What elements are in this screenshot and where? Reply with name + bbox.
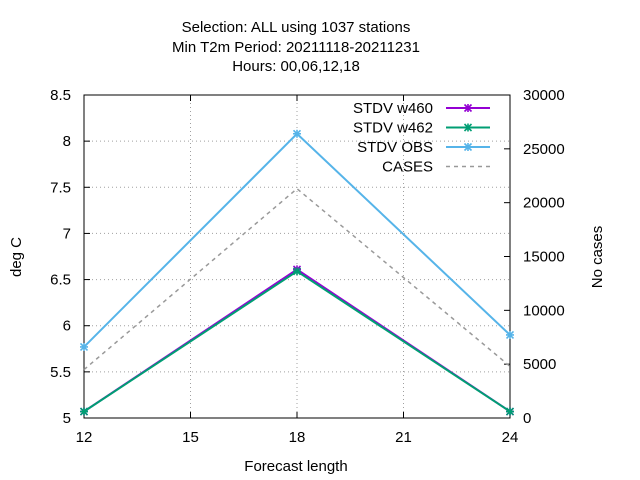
y-tick-label: 6.5 [50, 272, 71, 289]
x-tick-label: 18 [289, 429, 306, 446]
legend-marker [463, 142, 473, 152]
data-point-marker [292, 267, 302, 276]
y2-axis-label: No cases [589, 226, 606, 289]
legend: STDV w460 STDV w462 STDV OBS CASES [353, 100, 490, 176]
legend-label: STDV w460 [353, 100, 433, 117]
y-tick-label: 5.5 [50, 364, 71, 381]
series-line [83, 187, 511, 371]
y2-tick-label: 30000 [523, 87, 565, 104]
series-layer [79, 129, 515, 416]
y-tick-label: 7.5 [50, 179, 71, 196]
y-tick-label: 6 [63, 318, 71, 335]
chart-title-line-3: Hours: 00,06,12,18 [232, 58, 360, 75]
legend-label: STDV OBS [357, 139, 433, 156]
chart-title-line-2: Min T2m Period: 20211118-20211231 [172, 39, 420, 56]
data-point-marker [505, 407, 515, 416]
series-line [83, 270, 511, 413]
y-axis-label: deg C [8, 237, 25, 277]
x-tick-label: 15 [182, 429, 199, 446]
y2-tick-label: 5000 [523, 356, 556, 373]
chart-title-line-1: Selection: ALL using 1037 stations [182, 19, 411, 36]
series-line [83, 268, 511, 413]
y2-tick-label: 10000 [523, 302, 565, 319]
legend-label: STDV w462 [353, 120, 433, 137]
x-tick-label: 12 [76, 429, 93, 446]
x-axis-label: Forecast length [244, 458, 347, 475]
y-tick-label: 7 [63, 225, 71, 242]
series-3 [83, 187, 511, 371]
legend-label: CASES [382, 159, 433, 176]
x-tick-label: 24 [502, 429, 519, 446]
data-point-marker [505, 330, 515, 340]
data-point-marker [292, 129, 302, 138]
y2-tick-label: 15000 [523, 249, 565, 266]
legend-marker [463, 123, 473, 132]
y-tick-label: 8 [63, 133, 71, 150]
legend-marker [463, 103, 473, 113]
grid-lines [84, 95, 510, 418]
y2-tick-label: 20000 [523, 195, 565, 212]
axis-ticks: 12 15 18 21 24 5 5.5 6 6.5 7 7.5 8 8.5 0 5000 10000 1500… [50, 87, 565, 446]
y-tick-label: 5 [63, 410, 71, 427]
y2-tick-label: 25000 [523, 141, 565, 158]
y2-tick-label: 0 [523, 410, 531, 427]
data-point-marker [79, 407, 89, 416]
series-1 [79, 267, 515, 416]
x-tick-label: 21 [395, 429, 412, 446]
series-2 [79, 129, 515, 352]
data-point-marker [79, 342, 89, 352]
y-tick-label: 8.5 [50, 87, 71, 104]
